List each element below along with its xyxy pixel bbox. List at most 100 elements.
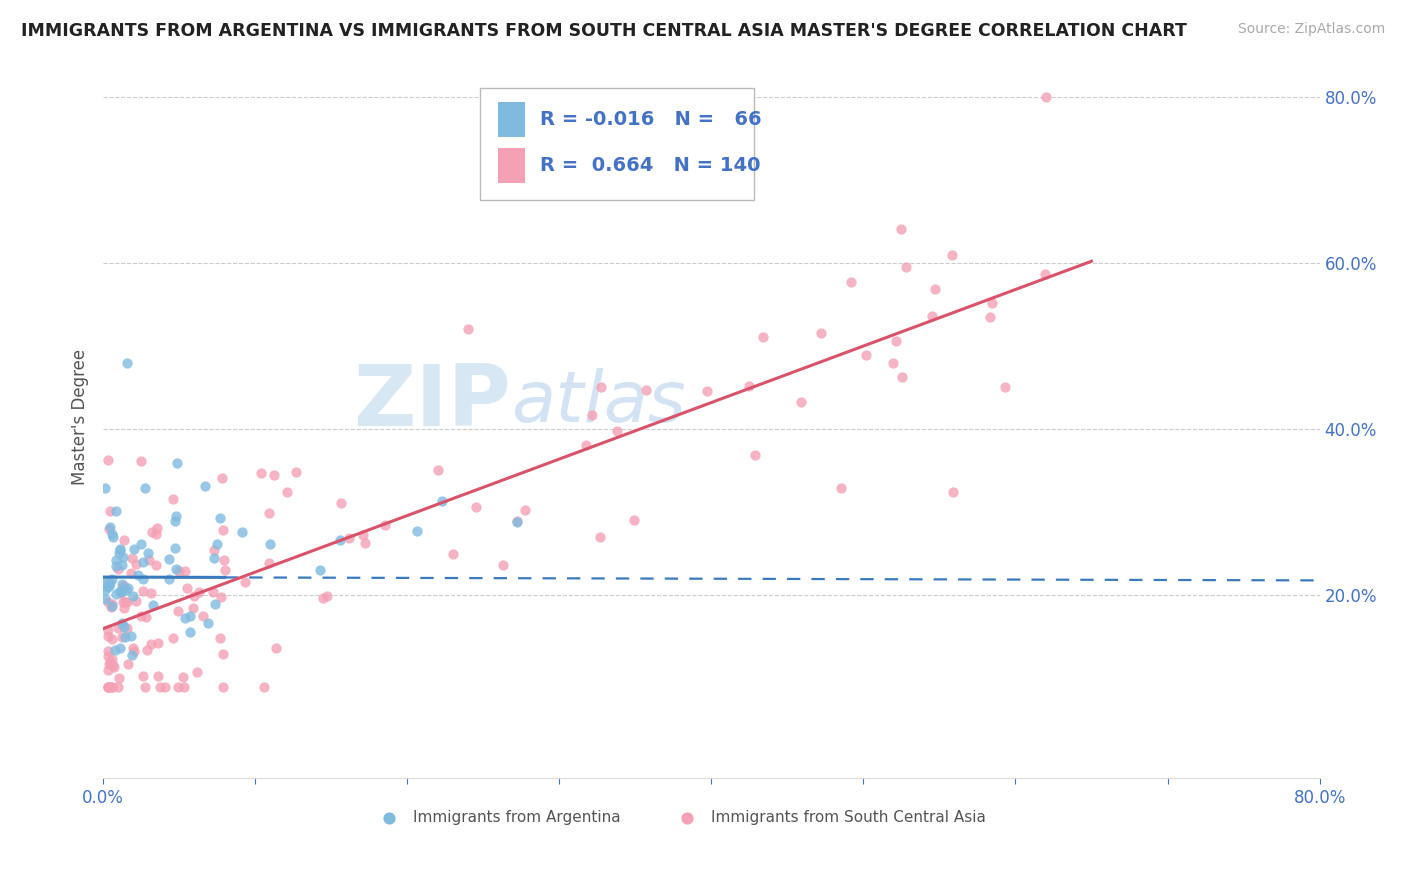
Point (201, 584, 224, 599)
Point (153, 680, 176, 694)
Point (166, 604, 188, 618)
Point (623, 513, 645, 527)
Point (132, 583, 155, 598)
Point (329, 533, 352, 548)
Point (112, 549, 135, 564)
Point (212, 523, 235, 537)
Point (132, 573, 155, 587)
Point (117, 657, 139, 671)
Point (141, 637, 163, 651)
Point (111, 577, 134, 591)
Point (174, 610, 197, 624)
Point (98, 575, 121, 590)
Point (810, 326, 832, 341)
Point (250, 467, 273, 481)
Point (179, 625, 201, 640)
Point (894, 260, 917, 275)
Point (266, 640, 288, 655)
Point (186, 665, 208, 679)
Point (108, 583, 131, 598)
Point (263, 468, 285, 483)
Point (107, 680, 129, 694)
Point (104, 553, 127, 567)
Point (162, 631, 184, 645)
Point (97, 628, 120, 642)
Point (94, 481, 117, 495)
Point (166, 456, 188, 470)
Point (316, 589, 339, 603)
Point (194, 479, 217, 493)
Point (101, 632, 124, 647)
Point (752, 330, 775, 344)
Point (149, 680, 172, 694)
Point (131, 669, 153, 683)
Point (253, 680, 276, 694)
Point (197, 615, 219, 630)
Point (112, 620, 135, 634)
Point (202, 550, 225, 565)
Point (162, 491, 184, 506)
Point (148, 636, 170, 650)
Point (97, 644, 120, 658)
Point (107, 621, 129, 635)
Point (924, 282, 946, 296)
Point (165, 509, 187, 524)
Point (111, 630, 134, 644)
Point (112, 579, 135, 593)
Point (100, 680, 122, 694)
Point (97, 453, 120, 467)
Point (127, 568, 149, 582)
Point (979, 310, 1001, 324)
Point (1035, 89, 1057, 103)
Point (891, 370, 914, 384)
Point (108, 671, 131, 685)
Point (97, 680, 120, 694)
Point (330, 496, 353, 510)
Point (505, 515, 527, 529)
Point (129, 454, 152, 468)
Point (821, 800, 844, 814)
Point (98, 504, 121, 518)
Point (169, 564, 191, 578)
Point (115, 582, 138, 597)
Point (449, 800, 471, 814)
Point (589, 530, 612, 544)
Point (430, 494, 453, 508)
Point (107, 546, 129, 560)
Point (212, 553, 235, 567)
Point (173, 680, 195, 694)
Point (163, 541, 186, 556)
Point (145, 558, 167, 572)
Point (125, 594, 148, 608)
Point (235, 574, 257, 589)
Point (94, 583, 117, 598)
Point (136, 643, 159, 657)
Point (114, 631, 136, 645)
Point (204, 597, 226, 611)
Point (105, 558, 128, 573)
Point (179, 608, 201, 623)
Point (139, 586, 162, 600)
Point (337, 531, 360, 545)
Point (744, 449, 766, 463)
Point (257, 506, 280, 520)
Point (114, 595, 136, 609)
Point (124, 644, 146, 658)
Point (941, 247, 963, 261)
Point (1033, 267, 1056, 281)
Point (276, 485, 298, 500)
Text: atlas: atlas (510, 368, 685, 437)
Point (117, 356, 139, 370)
Point (191, 609, 214, 624)
Point (426, 463, 449, 477)
Point (97, 680, 120, 694)
Point (104, 587, 127, 601)
Point (636, 383, 658, 397)
Point (100, 572, 122, 586)
Point (589, 380, 612, 394)
Point (108, 542, 131, 557)
Point (100, 599, 122, 614)
Point (406, 524, 429, 538)
Point (134, 680, 156, 694)
Point (125, 557, 148, 571)
